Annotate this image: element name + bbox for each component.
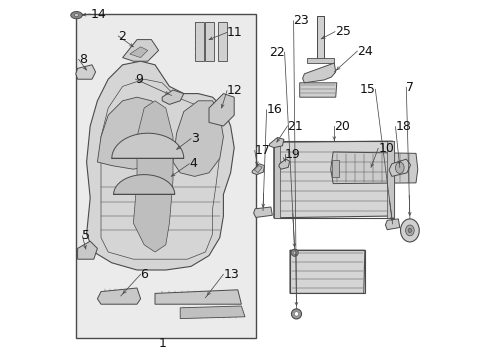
Ellipse shape <box>292 309 301 319</box>
Bar <box>332 160 339 177</box>
Text: 7: 7 <box>406 81 414 94</box>
Polygon shape <box>279 159 290 169</box>
Bar <box>274 141 280 218</box>
Polygon shape <box>290 250 365 293</box>
Text: 24: 24 <box>357 45 373 58</box>
Ellipse shape <box>395 162 404 174</box>
Text: 1: 1 <box>158 337 166 350</box>
Text: 13: 13 <box>223 268 239 281</box>
Polygon shape <box>254 166 262 173</box>
Ellipse shape <box>71 12 82 19</box>
Polygon shape <box>218 22 227 61</box>
Text: 5: 5 <box>82 229 90 242</box>
Polygon shape <box>98 97 166 169</box>
Bar <box>317 16 324 59</box>
Polygon shape <box>254 207 272 217</box>
Polygon shape <box>180 306 245 319</box>
Bar <box>290 250 365 293</box>
Polygon shape <box>76 65 96 79</box>
Bar <box>76 14 256 338</box>
Polygon shape <box>270 138 284 148</box>
Polygon shape <box>77 241 98 259</box>
Polygon shape <box>162 90 184 104</box>
Text: 21: 21 <box>288 120 303 132</box>
Text: 4: 4 <box>189 157 197 170</box>
Text: 18: 18 <box>395 120 411 133</box>
Text: 15: 15 <box>360 83 375 96</box>
Text: 9: 9 <box>136 73 144 86</box>
Ellipse shape <box>294 312 298 316</box>
Polygon shape <box>331 152 418 184</box>
Polygon shape <box>389 159 411 176</box>
Polygon shape <box>173 101 223 176</box>
Ellipse shape <box>291 249 298 256</box>
Polygon shape <box>98 288 141 304</box>
Polygon shape <box>303 63 336 83</box>
Text: 14: 14 <box>90 8 106 21</box>
Polygon shape <box>205 22 215 61</box>
Ellipse shape <box>400 219 419 242</box>
Polygon shape <box>133 101 173 252</box>
Polygon shape <box>195 22 204 61</box>
Polygon shape <box>300 83 337 97</box>
Bar <box>274 141 394 218</box>
Polygon shape <box>274 141 394 218</box>
Text: 16: 16 <box>267 103 282 116</box>
Polygon shape <box>155 290 242 304</box>
Text: 11: 11 <box>227 26 243 39</box>
Polygon shape <box>114 175 175 194</box>
Polygon shape <box>209 94 234 126</box>
Bar <box>307 58 334 63</box>
Ellipse shape <box>74 14 79 17</box>
Text: 12: 12 <box>227 84 243 97</box>
Polygon shape <box>252 164 265 175</box>
Ellipse shape <box>293 251 296 254</box>
Polygon shape <box>386 219 400 230</box>
Ellipse shape <box>406 225 414 236</box>
Text: 23: 23 <box>294 14 309 27</box>
Text: 25: 25 <box>335 25 351 38</box>
Text: 10: 10 <box>378 142 394 155</box>
Text: 3: 3 <box>191 132 199 145</box>
Text: 17: 17 <box>255 144 270 157</box>
Polygon shape <box>112 133 184 158</box>
Bar <box>387 141 394 218</box>
Polygon shape <box>87 61 234 270</box>
Text: 20: 20 <box>334 120 350 132</box>
Ellipse shape <box>408 228 412 233</box>
Polygon shape <box>122 40 159 61</box>
Polygon shape <box>130 47 148 58</box>
Text: 2: 2 <box>118 30 126 42</box>
Text: 22: 22 <box>269 46 285 59</box>
Text: 6: 6 <box>141 268 148 281</box>
Text: 8: 8 <box>79 53 87 66</box>
Text: 19: 19 <box>285 148 300 161</box>
